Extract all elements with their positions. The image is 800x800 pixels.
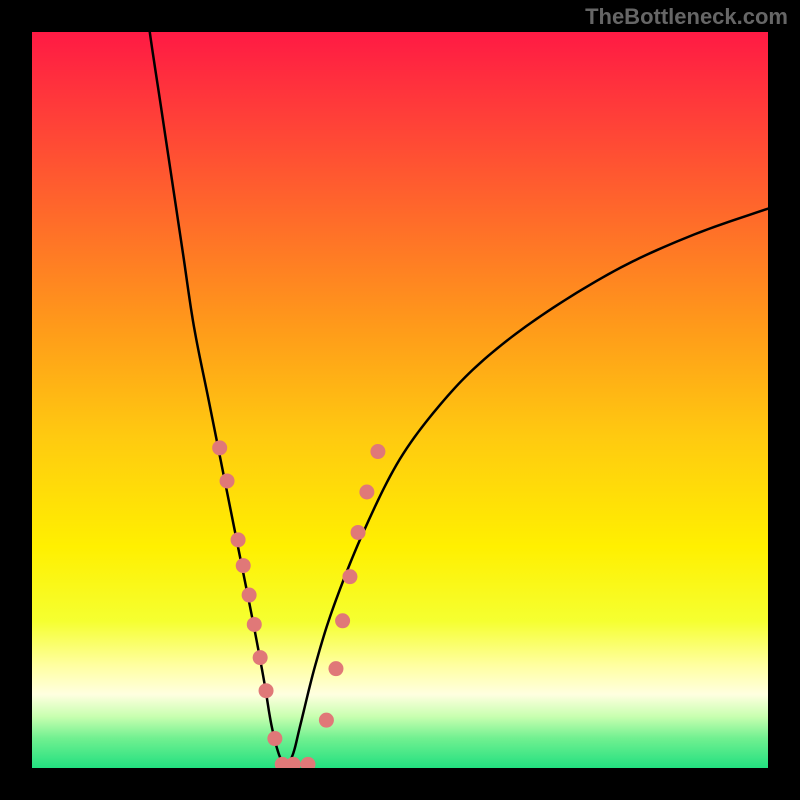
data-marker — [335, 613, 350, 628]
data-marker — [253, 650, 268, 665]
data-marker — [328, 661, 343, 676]
data-marker — [212, 440, 227, 455]
data-marker — [370, 444, 385, 459]
data-marker — [220, 473, 235, 488]
data-marker — [351, 525, 366, 540]
data-marker — [342, 569, 357, 584]
watermark-text: TheBottleneck.com — [585, 4, 788, 30]
bottleneck-chart — [0, 0, 800, 800]
data-marker — [236, 558, 251, 573]
gradient-background — [32, 32, 768, 768]
chart-container: TheBottleneck.com — [0, 0, 800, 800]
data-marker — [259, 683, 274, 698]
data-marker — [242, 588, 257, 603]
data-marker — [319, 713, 334, 728]
data-marker — [247, 617, 262, 632]
data-marker — [267, 731, 282, 746]
data-marker — [359, 485, 374, 500]
data-marker — [231, 532, 246, 547]
